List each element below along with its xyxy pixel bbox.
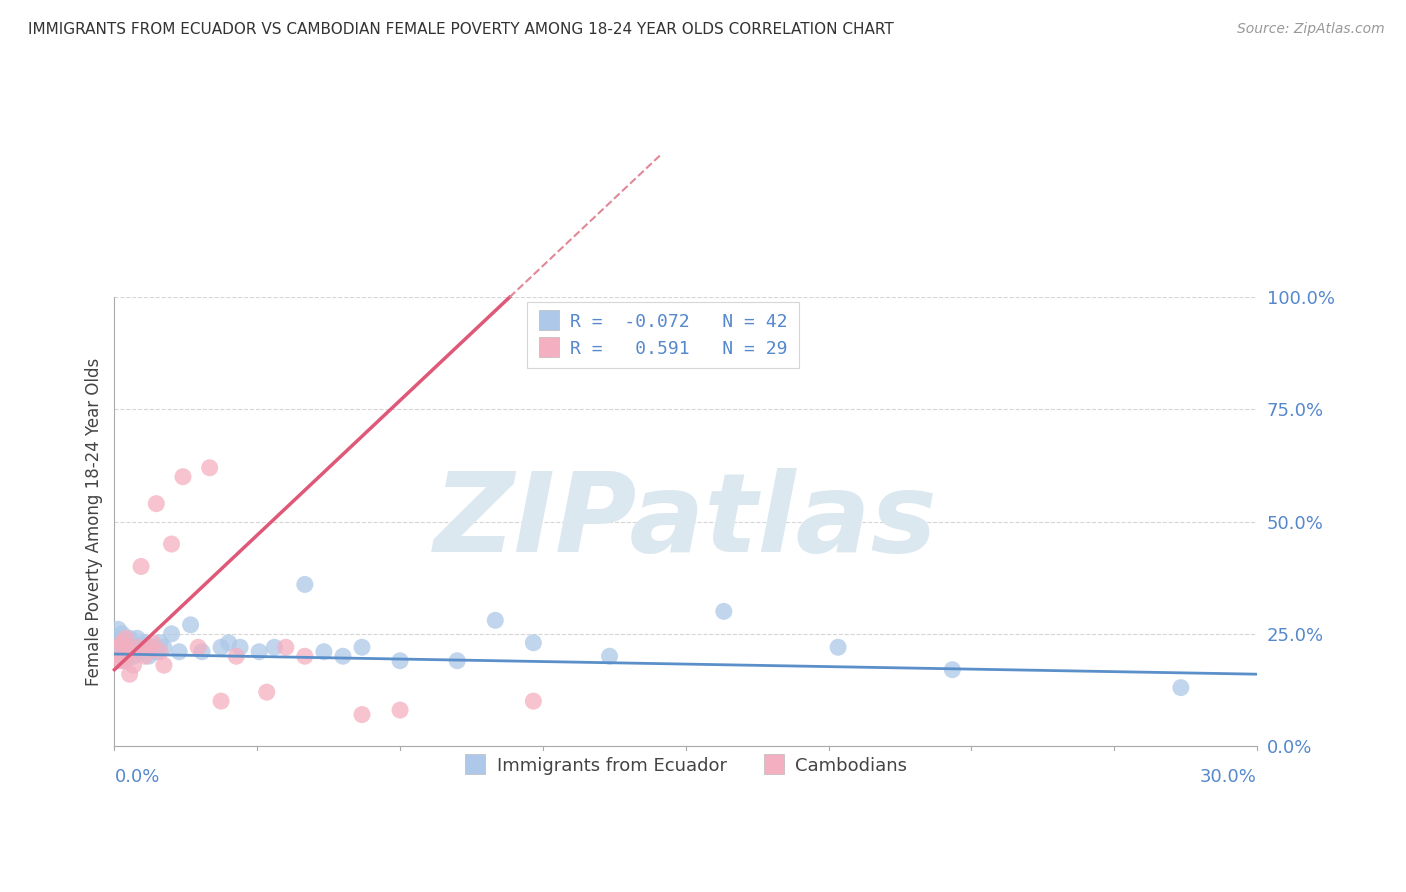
Point [599, 649, 621, 664]
Point [225, 649, 247, 664]
Point [522, 636, 544, 650]
Point [153, 640, 176, 655]
Point [160, 627, 183, 641]
Point [209, 694, 232, 708]
Point [149, 645, 172, 659]
Point [180, 617, 202, 632]
Point [127, 640, 149, 655]
Point [198, 460, 221, 475]
Point [138, 640, 160, 655]
Point [118, 645, 141, 659]
Text: 0.0%: 0.0% [114, 768, 160, 787]
Legend: Immigrants from Ecuador, Cambodians: Immigrants from Ecuador, Cambodians [457, 749, 914, 781]
Point [111, 640, 134, 655]
Point [522, 694, 544, 708]
Text: 30.0%: 30.0% [1201, 768, 1257, 787]
Point [134, 649, 156, 664]
Point [294, 577, 316, 591]
Point [446, 654, 468, 668]
Point [209, 640, 232, 655]
Y-axis label: Female Poverty Among 18-24 Year Olds: Female Poverty Among 18-24 Year Olds [86, 358, 103, 686]
Point [115, 636, 138, 650]
Point [294, 649, 316, 664]
Point [111, 654, 134, 668]
Point [127, 632, 149, 646]
Point [107, 632, 129, 646]
Point [389, 654, 412, 668]
Point [229, 640, 252, 655]
Text: IMMIGRANTS FROM ECUADOR VS CAMBODIAN FEMALE POVERTY AMONG 18-24 YEAR OLDS CORREL: IMMIGRANTS FROM ECUADOR VS CAMBODIAN FEM… [28, 22, 894, 37]
Point [107, 654, 129, 668]
Point [172, 469, 194, 483]
Point [138, 649, 160, 664]
Point [191, 645, 214, 659]
Point [350, 640, 373, 655]
Point [115, 632, 138, 646]
Point [129, 645, 152, 659]
Text: Source: ZipAtlas.com: Source: ZipAtlas.com [1237, 22, 1385, 37]
Point [389, 703, 412, 717]
Point [118, 645, 141, 659]
Point [107, 645, 129, 659]
Point [1170, 681, 1192, 695]
Point [153, 658, 176, 673]
Point [247, 645, 270, 659]
Point [484, 613, 506, 627]
Point [122, 640, 145, 655]
Text: ZIPatlas: ZIPatlas [434, 468, 938, 575]
Point [118, 667, 141, 681]
Point [141, 640, 163, 655]
Point [118, 632, 141, 646]
Point [122, 658, 145, 673]
Point [256, 685, 278, 699]
Point [107, 623, 129, 637]
Point [111, 627, 134, 641]
Point [941, 663, 963, 677]
Point [115, 649, 138, 664]
Point [141, 636, 163, 650]
Point [187, 640, 209, 655]
Point [350, 707, 373, 722]
Point [115, 654, 138, 668]
Point [332, 649, 354, 664]
Point [134, 636, 156, 650]
Point [129, 559, 152, 574]
Point [122, 649, 145, 664]
Point [263, 640, 285, 655]
Point [107, 640, 129, 655]
Point [218, 636, 240, 650]
Point [274, 640, 297, 655]
Point [312, 645, 335, 659]
Point [111, 649, 134, 664]
Point [145, 497, 167, 511]
Point [827, 640, 849, 655]
Point [713, 604, 735, 618]
Point [111, 636, 134, 650]
Point [149, 636, 172, 650]
Point [145, 645, 167, 659]
Point [160, 537, 183, 551]
Point [167, 645, 190, 659]
